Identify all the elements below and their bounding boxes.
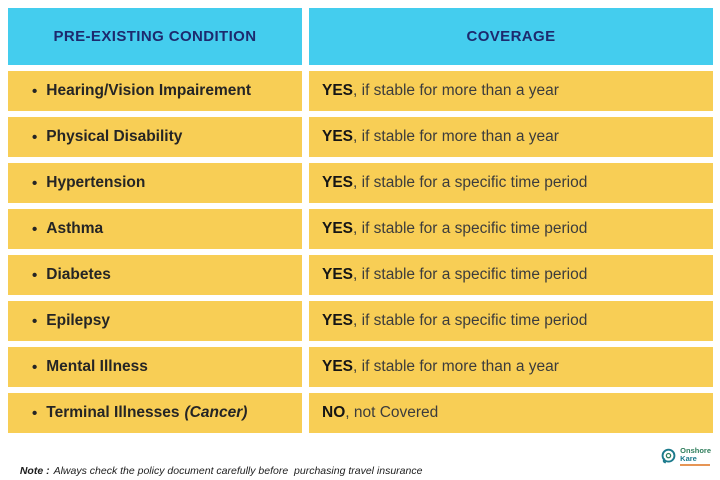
coverage-cell: YES, if stable for a specific time perio… xyxy=(309,209,713,249)
condition-label: Physical Disability xyxy=(46,128,183,145)
bullet-icon: • xyxy=(32,358,38,376)
onshorekare-logo: Onshore Kare xyxy=(660,447,711,466)
note-text: Always check the policy document careful… xyxy=(53,465,423,477)
table-row: • Diabetes YES, if stable for a specific… xyxy=(8,255,713,295)
condition-label: Mental Illness xyxy=(46,358,148,375)
table-row: • Terminal Illnesses (Cancer) NO, not Co… xyxy=(8,393,713,433)
bullet-icon: • xyxy=(32,404,38,422)
coverage-cell: NO, not Covered xyxy=(309,393,713,433)
coverage-cell: YES, if stable for more than a year xyxy=(309,117,713,157)
logo-text: Onshore Kare xyxy=(680,447,711,466)
coverage-answer: YES xyxy=(322,312,354,329)
condition-suffix: (Cancer) xyxy=(184,404,248,421)
table-row: • Epilepsy YES, if stable for a specific… xyxy=(8,301,713,341)
coverage-answer: YES xyxy=(322,82,354,99)
coverage-table: PRE-EXISTING CONDITION COVERAGE • Hearin… xyxy=(8,8,713,433)
coverage-detail: , if stable for more than a year xyxy=(353,82,559,99)
table-row: • Hearing/Vision Impairement YES, if sta… xyxy=(8,71,713,111)
coverage-answer: YES xyxy=(322,220,354,237)
condition-cell: • Epilepsy xyxy=(8,301,302,341)
condition-label: Epilepsy xyxy=(46,312,111,329)
condition-label: Diabetes xyxy=(46,266,111,283)
coverage-answer: YES xyxy=(322,174,354,191)
table-header-row: PRE-EXISTING CONDITION COVERAGE xyxy=(8,8,713,65)
table-row: • Mental Illness YES, if stable for more… xyxy=(8,347,713,387)
condition-cell: • Diabetes xyxy=(8,255,302,295)
footer-note: Note : Always check the policy document c… xyxy=(14,453,423,477)
condition-label: Terminal Illnesses xyxy=(46,404,180,421)
bullet-icon: • xyxy=(32,220,38,238)
bullet-icon: • xyxy=(32,266,38,284)
coverage-cell: YES, if stable for a specific time perio… xyxy=(309,301,713,341)
logo-line1: Onshore xyxy=(680,446,711,455)
condition-label: Asthma xyxy=(46,220,104,237)
coverage-answer: YES xyxy=(322,266,354,283)
bullet-icon: • xyxy=(32,82,38,100)
condition-cell: • Mental Illness xyxy=(8,347,302,387)
bullet-icon: • xyxy=(32,312,38,330)
coverage-cell: YES, if stable for more than a year xyxy=(309,71,713,111)
condition-cell: • Physical Disability xyxy=(8,117,302,157)
coverage-answer: YES xyxy=(322,128,354,145)
note-label: Note : xyxy=(19,465,50,477)
logo-swirl-icon xyxy=(661,448,676,464)
coverage-detail: , if stable for a specific time period xyxy=(353,312,588,329)
logo-line2: Kare xyxy=(680,453,697,463)
coverage-answer: NO xyxy=(322,404,346,421)
coverage-detail: , if stable for a specific time period xyxy=(353,220,588,237)
table-row: • Physical Disability YES, if stable for… xyxy=(8,117,713,157)
coverage-cell: YES, if stable for a specific time perio… xyxy=(309,163,713,203)
coverage-detail: , if stable for a specific time period xyxy=(353,266,588,283)
condition-cell: • Hypertension xyxy=(8,163,302,203)
coverage-cell: YES, if stable for a specific time perio… xyxy=(309,255,713,295)
header-condition-label: PRE-EXISTING CONDITION xyxy=(53,28,257,45)
bullet-icon: • xyxy=(32,128,38,146)
header-coverage-label: COVERAGE xyxy=(466,28,556,45)
coverage-detail: , if stable for a specific time period xyxy=(353,174,588,191)
coverage-detail: , not Covered xyxy=(345,404,439,421)
coverage-cell: YES, if stable for more than a year xyxy=(309,347,713,387)
condition-cell: • Terminal Illnesses (Cancer) xyxy=(8,393,302,433)
condition-cell: • Asthma xyxy=(8,209,302,249)
table-row: • Hypertension YES, if stable for a spec… xyxy=(8,163,713,203)
coverage-detail: , if stable for more than a year xyxy=(353,358,559,375)
condition-label: Hearing/Vision Impairement xyxy=(46,82,251,99)
header-cell-coverage: COVERAGE xyxy=(309,8,713,65)
logo-tagline-bar xyxy=(680,463,711,466)
table-row: • Asthma YES, if stable for a specific t… xyxy=(8,209,713,249)
coverage-detail: , if stable for more than a year xyxy=(353,128,559,145)
bullet-icon: • xyxy=(32,174,38,192)
condition-label: Hypertension xyxy=(46,174,146,191)
header-cell-condition: PRE-EXISTING CONDITION xyxy=(8,8,302,65)
condition-cell: • Hearing/Vision Impairement xyxy=(8,71,302,111)
coverage-answer: YES xyxy=(322,358,354,375)
